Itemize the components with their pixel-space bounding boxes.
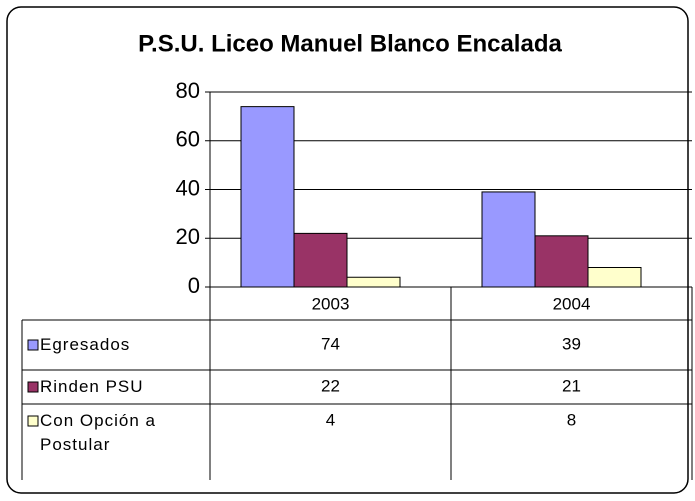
table-value: 4 xyxy=(326,410,335,429)
table-value: 39 xyxy=(562,334,581,353)
y-tick-label: 20 xyxy=(176,224,200,249)
bar xyxy=(534,235,589,288)
legend-label: Con Opción a Postular xyxy=(40,411,156,454)
x-tick-label: 2003 xyxy=(312,294,350,313)
bar xyxy=(293,232,348,288)
table-value: 21 xyxy=(562,376,581,395)
y-tick-label: 0 xyxy=(188,273,200,298)
bar xyxy=(240,106,295,288)
y-tick-label: 40 xyxy=(176,175,200,200)
bar xyxy=(481,191,536,288)
x-tick-label: 2004 xyxy=(553,294,591,313)
legend-label: Egresados xyxy=(40,335,131,354)
legend-key xyxy=(27,381,39,393)
table-value: 8 xyxy=(567,410,576,429)
legend-label: Rinden PSU xyxy=(40,377,144,396)
legend-key xyxy=(27,415,39,427)
y-tick-label: 60 xyxy=(176,127,200,152)
table-value: 74 xyxy=(321,334,340,353)
chart-title: P.S.U. Liceo Manuel Blanco Encalada xyxy=(138,30,562,57)
legend-key xyxy=(27,339,39,351)
table-value: 22 xyxy=(321,376,340,395)
y-tick-label: 80 xyxy=(176,78,200,103)
bar xyxy=(346,276,401,288)
bar xyxy=(587,267,642,288)
